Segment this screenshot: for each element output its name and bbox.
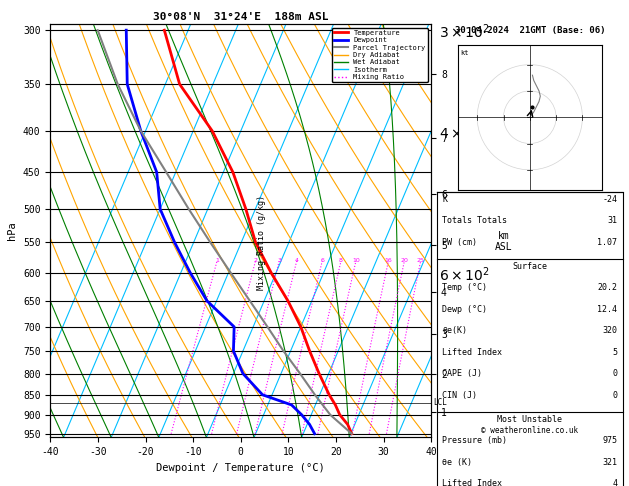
Text: 16: 16: [384, 259, 392, 263]
Text: Temp (°C): Temp (°C): [442, 283, 487, 292]
Text: © weatheronline.co.uk: © weatheronline.co.uk: [481, 426, 579, 435]
Text: Lifted Index: Lifted Index: [442, 479, 503, 486]
Legend: Temperature, Dewpoint, Parcel Trajectory, Dry Adiabat, Wet Adiabat, Isotherm, Mi: Temperature, Dewpoint, Parcel Trajectory…: [332, 28, 428, 82]
Text: K: K: [442, 195, 447, 204]
Y-axis label: hPa: hPa: [8, 222, 18, 240]
Text: 8: 8: [339, 259, 343, 263]
Text: 1.07: 1.07: [597, 238, 617, 247]
Text: 0: 0: [612, 391, 617, 399]
Text: Mixing Ratio (g/kg): Mixing Ratio (g/kg): [257, 195, 265, 291]
Text: CAPE (J): CAPE (J): [442, 369, 482, 378]
Text: Dewp (°C): Dewp (°C): [442, 305, 487, 314]
Text: 2: 2: [253, 259, 257, 263]
Text: 321: 321: [602, 458, 617, 467]
Text: 6: 6: [320, 259, 324, 263]
Text: θe(K): θe(K): [442, 326, 467, 335]
Text: 10: 10: [352, 259, 360, 263]
Text: Most Unstable: Most Unstable: [498, 415, 562, 424]
Y-axis label: km
ASL: km ASL: [494, 231, 512, 252]
Text: Totals Totals: Totals Totals: [442, 216, 508, 226]
Text: 320: 320: [602, 326, 617, 335]
Text: PW (cm): PW (cm): [442, 238, 477, 247]
Text: 20.2: 20.2: [597, 283, 617, 292]
Text: 5: 5: [612, 348, 617, 357]
Text: 4: 4: [295, 259, 299, 263]
Text: LCL: LCL: [433, 399, 447, 407]
Text: 25: 25: [416, 259, 425, 263]
Text: -24: -24: [602, 195, 617, 204]
Text: 3: 3: [277, 259, 281, 263]
Text: 4: 4: [612, 479, 617, 486]
Title: 30°08'N  31°24'E  188m ASL: 30°08'N 31°24'E 188m ASL: [153, 12, 328, 22]
Text: 975: 975: [602, 436, 617, 445]
Text: Lifted Index: Lifted Index: [442, 348, 503, 357]
X-axis label: Dewpoint / Temperature (°C): Dewpoint / Temperature (°C): [157, 463, 325, 473]
Text: 30.04.2024  21GMT (Base: 06): 30.04.2024 21GMT (Base: 06): [455, 26, 605, 35]
Text: 31: 31: [607, 216, 617, 226]
Text: 12.4: 12.4: [597, 305, 617, 314]
Text: CIN (J): CIN (J): [442, 391, 477, 399]
Text: 0: 0: [612, 369, 617, 378]
Text: θe (K): θe (K): [442, 458, 472, 467]
Text: Pressure (mb): Pressure (mb): [442, 436, 508, 445]
Text: Surface: Surface: [512, 262, 547, 271]
Text: 20: 20: [401, 259, 408, 263]
Text: 1: 1: [215, 259, 219, 263]
